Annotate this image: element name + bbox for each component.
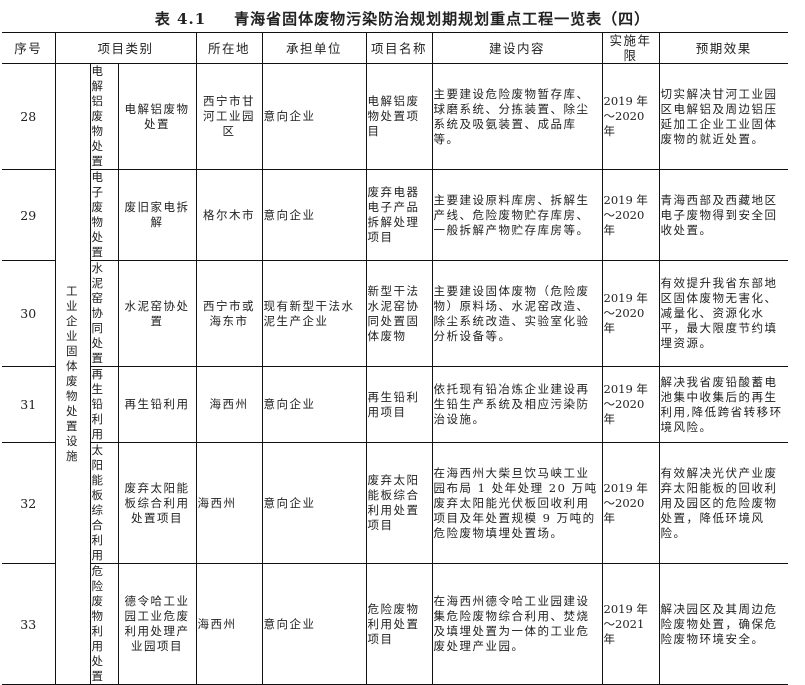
cell-sub: 再生铅利用 bbox=[89, 366, 119, 443]
header-period: 实施年限 bbox=[601, 32, 660, 64]
cell-name: 废弃太阳能板综合利用处置项目 bbox=[365, 442, 433, 564]
cell-name: 电解铝废物处置项目 bbox=[365, 63, 433, 170]
cell-location: 西宁市甘河工业园区 bbox=[195, 63, 263, 170]
cell-content: 主要建设固体废物（危险废物）原料场、水泥窑改造、除尘系统改造、实验室化验分析设备… bbox=[431, 260, 603, 367]
table-row: 28 工业企业固体废物处置设施 电解铝废物处置 电解铝废物处置 西宁市甘河工业园区 意向企… bbox=[2, 63, 788, 685]
table-row: 30 水泥窑协同处置 水泥窑协处置 西宁市或海东市 现有新型干法水泥生产企业 新型干法水泥… bbox=[2, 260, 788, 367]
cell-unit: 意向企业 bbox=[261, 366, 367, 443]
cell-unit: 意向企业 bbox=[261, 563, 367, 685]
cell-type: 水泥窑协处置 bbox=[117, 260, 197, 367]
cell-unit: 意向企业 bbox=[261, 169, 367, 261]
cell-type: 再生铅利用 bbox=[117, 366, 197, 443]
header-effect: 预期效果 bbox=[658, 32, 788, 64]
header-row: 序号 项目类别 所在地 承担单位 项目名称 建设内容 实施年限 预期效果 bbox=[2, 32, 788, 64]
cell-sub: 水泥窑协同处置 bbox=[89, 260, 119, 367]
cell-content: 依托现有铅冶炼企业建设再生铅生产系统及相应污染防治设施。 bbox=[431, 366, 603, 443]
cell-location: 格尔木市 bbox=[195, 169, 263, 261]
cell-no: 28 bbox=[2, 63, 56, 170]
cell-sub: 太阳能板综合利用 bbox=[89, 442, 119, 564]
table-row: 33 危险废物利用处置 德令哈工业园工业危废利用处理产业园项目 海西州 意向企业 危险废物… bbox=[2, 563, 788, 685]
cell-period: 2019 年～2020 年 bbox=[601, 366, 660, 443]
cell-sub: 危险废物利用处置 bbox=[89, 563, 119, 685]
cell-content: 在海西州大柴旦饮马峡工业园布局 1 处年处理 20 万吨废弃太阳能光伏板回收利用… bbox=[431, 442, 603, 564]
cell-location: 海西州 bbox=[195, 366, 263, 443]
cell-no: 29 bbox=[2, 169, 56, 261]
cell-period: 2019 年～2021 年 bbox=[601, 563, 660, 685]
header-content: 建设内容 bbox=[431, 32, 603, 64]
header-location: 所在地 bbox=[195, 32, 263, 64]
cell-name: 废弃电器电子产品拆解处理项目 bbox=[365, 169, 433, 261]
cell-no: 31 bbox=[2, 366, 56, 443]
cell-unit: 意向企业 bbox=[261, 442, 367, 564]
cell-type: 废旧家电拆解 bbox=[117, 169, 197, 261]
cell-type: 废弃太阳能板综合利用处置项目 bbox=[117, 442, 197, 564]
cell-effect: 切实解决甘河工业园区电解铝及周边铝压延加工企业工业固体废物的就近处置。 bbox=[658, 63, 788, 170]
header-unit: 承担单位 bbox=[261, 32, 367, 64]
table-row: 29 电子废物处置 废旧家电拆解 格尔木市 意向企业 废弃电器电子产品拆解处理项目 主要建设… bbox=[2, 169, 788, 261]
header-name: 项目名称 bbox=[365, 32, 433, 64]
cell-name: 再生铅利用项目 bbox=[365, 366, 433, 443]
cell-name: 新型干法水泥窑协同处置固体废物 bbox=[365, 260, 433, 367]
cell-type: 德令哈工业园工业危废利用处理产业园项目 bbox=[117, 563, 197, 685]
cell-type: 电解铝废物处置 bbox=[117, 63, 197, 170]
cell-effect: 有效解决光伏产业废弃太阳能板的回收利用及园区的危险废物处置，降低环境风险。 bbox=[658, 442, 788, 564]
cell-effect: 有效提升我省东部地区固体废物无害化、减量化、资源化水平，最大限度节约填埋资源。 bbox=[658, 260, 788, 367]
cell-period: 2019 年～2020 年 bbox=[601, 169, 660, 261]
cell-no: 32 bbox=[2, 442, 56, 564]
cell-period: 2019 年～2020 年 bbox=[601, 442, 660, 564]
cell-location: 海西州 bbox=[195, 563, 263, 685]
cell-sub: 电解铝废物处置 bbox=[89, 63, 119, 170]
cell-effect: 解决我省废铅酸蓄电池集中收集后的再生利用,降低跨省转移环境风险。 bbox=[658, 366, 788, 443]
cell-location: 西宁市或海东市 bbox=[195, 260, 263, 367]
cell-period: 2019 年～2020 年 bbox=[601, 63, 660, 170]
projects-table: 序号 项目类别 所在地 承担单位 项目名称 建设内容 实施年限 预期效果 28 工… bbox=[2, 32, 788, 685]
cell-unit: 现有新型干法水泥生产企业 bbox=[261, 260, 367, 367]
header-category: 项目类别 bbox=[54, 32, 197, 64]
cell-name: 危险废物利用处置项目 bbox=[365, 563, 433, 685]
cell-no: 30 bbox=[2, 260, 56, 367]
cell-content: 主要建设原料库房、拆解生产线、危险废物贮存库房、一般拆解产物贮存库房等。 bbox=[431, 169, 603, 261]
table-title: 表 4.1 青海省固体废物污染防治规划期规划重点工程一览表（四） bbox=[0, 8, 805, 29]
table-row: 31 再生铅利用 再生铅利用 海西州 意向企业 再生铅利用项目 依托现有铅冶炼企业建设再生铅… bbox=[2, 366, 788, 443]
cell-period: 2019 年～2020 年 bbox=[601, 260, 660, 367]
cell-effect: 青海西部及西藏地区电子废物得到安全回收处置。 bbox=[658, 169, 788, 261]
header-no: 序号 bbox=[2, 32, 56, 64]
table-number: 表 4.1 bbox=[154, 10, 207, 28]
cell-effect: 解决园区及其周边危险废物处置，确保危险废物环境安全。 bbox=[658, 563, 788, 685]
cell-content: 主要建设危险废物暂存库、球磨系统、分拣装置、除尘系统及吸氨装置、成品库等。 bbox=[431, 63, 603, 170]
cell-content: 在海西州德令哈工业园建设集危险废物综合利用、焚烧及填埋处置为一体的工业危废处理产… bbox=[431, 563, 603, 685]
cell-unit: 意向企业 bbox=[261, 63, 367, 170]
cell-sub: 电子废物处置 bbox=[89, 169, 119, 261]
table-row: 32 太阳能板综合利用 废弃太阳能板综合利用处置项目 海西州 意向企业 废弃太阳能板综合利… bbox=[2, 442, 788, 564]
cell-no: 33 bbox=[2, 563, 56, 685]
category-group-cell: 工业企业固体废物处置设施 bbox=[54, 63, 91, 685]
table-caption: 青海省固体废物污染防治规划期规划重点工程一览表（四） bbox=[234, 10, 651, 28]
cell-location: 海西州 bbox=[195, 442, 263, 564]
